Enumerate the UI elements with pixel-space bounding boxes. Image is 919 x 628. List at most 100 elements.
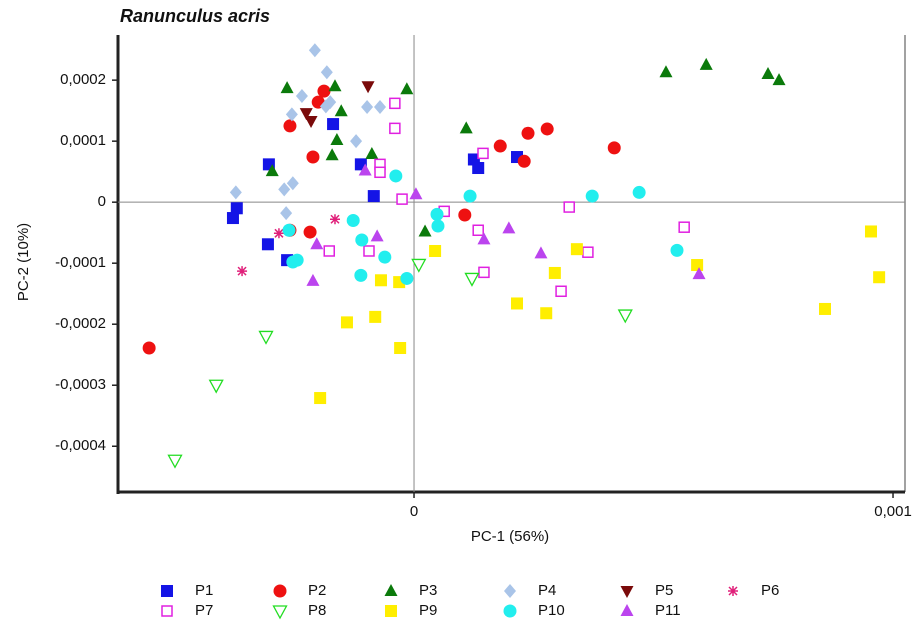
point — [691, 259, 704, 272]
y-tick-label: -0,0003 — [55, 376, 106, 393]
point — [548, 266, 561, 279]
point — [261, 238, 274, 251]
point — [334, 104, 348, 117]
legend-label: P7 — [195, 602, 213, 619]
point — [365, 146, 379, 159]
point — [323, 245, 335, 257]
point — [678, 221, 690, 233]
point — [607, 141, 621, 155]
point — [327, 118, 340, 131]
y-tick-label: 0,0001 — [60, 132, 106, 149]
point — [308, 43, 321, 58]
point — [396, 193, 408, 205]
y-tick-label: -0,0004 — [55, 437, 106, 454]
point — [409, 187, 423, 200]
point — [699, 57, 713, 70]
point — [411, 258, 427, 273]
point — [142, 341, 156, 355]
point — [320, 65, 333, 80]
y-tick-label: 0 — [98, 193, 106, 210]
point — [265, 164, 279, 177]
point — [502, 221, 516, 234]
point — [563, 201, 575, 213]
point — [328, 79, 342, 92]
point — [280, 206, 293, 221]
point — [692, 267, 706, 280]
y-tick-label: -0,0002 — [55, 315, 106, 332]
point — [258, 330, 274, 345]
point — [306, 150, 320, 164]
legend-label: P10 — [538, 602, 565, 619]
point — [389, 122, 401, 135]
point — [864, 225, 877, 238]
point — [367, 190, 380, 203]
legend-label: P2 — [308, 582, 326, 599]
point — [389, 97, 401, 110]
legend-label: P4 — [538, 582, 556, 599]
point — [400, 271, 414, 285]
point — [374, 166, 386, 179]
legend-label: P3 — [419, 582, 437, 599]
point — [374, 274, 387, 287]
point — [458, 208, 472, 222]
point — [370, 229, 384, 242]
point — [493, 139, 507, 153]
point — [285, 107, 298, 122]
point — [478, 266, 490, 279]
legend-marker — [384, 584, 398, 596]
point — [346, 213, 360, 227]
point — [280, 81, 294, 94]
point — [237, 266, 248, 277]
legend-marker — [728, 586, 738, 596]
point — [582, 246, 594, 258]
point — [325, 148, 339, 161]
point — [354, 268, 368, 282]
point — [772, 73, 786, 86]
y-tick-label: 0,0002 — [60, 71, 106, 88]
point — [873, 271, 886, 284]
point — [361, 81, 375, 94]
point — [283, 119, 297, 133]
point — [295, 89, 308, 104]
point — [229, 185, 242, 200]
legend-label: P8 — [308, 602, 326, 619]
point — [286, 176, 299, 191]
point — [310, 237, 324, 250]
point — [511, 297, 524, 310]
point — [340, 316, 353, 329]
point — [400, 82, 414, 95]
legend-marker — [503, 604, 517, 618]
point — [317, 84, 331, 98]
legend-marker — [504, 584, 516, 598]
point — [374, 99, 387, 114]
point — [585, 189, 599, 203]
point — [167, 454, 183, 469]
point — [472, 162, 485, 175]
point — [303, 225, 317, 239]
point — [534, 246, 548, 259]
point — [330, 132, 344, 145]
point — [350, 134, 363, 149]
point — [540, 122, 554, 136]
point — [540, 307, 553, 320]
chart-title: Ranunculus acris — [120, 6, 270, 26]
x-tick-label: 0,001 — [874, 503, 912, 520]
point — [463, 189, 477, 203]
legend-label: P1 — [195, 582, 213, 599]
point — [431, 219, 445, 233]
point — [459, 121, 473, 134]
legend-marker — [620, 604, 634, 616]
point — [430, 207, 444, 221]
point — [429, 244, 442, 257]
point — [273, 228, 284, 239]
point — [477, 232, 491, 245]
legend-marker — [161, 605, 173, 617]
legend-label: P9 — [419, 602, 437, 619]
point — [361, 99, 374, 114]
point — [389, 169, 403, 183]
point — [819, 302, 832, 315]
point — [659, 65, 673, 78]
point — [226, 212, 239, 225]
legend-marker — [620, 586, 634, 598]
legend-marker — [385, 605, 397, 617]
